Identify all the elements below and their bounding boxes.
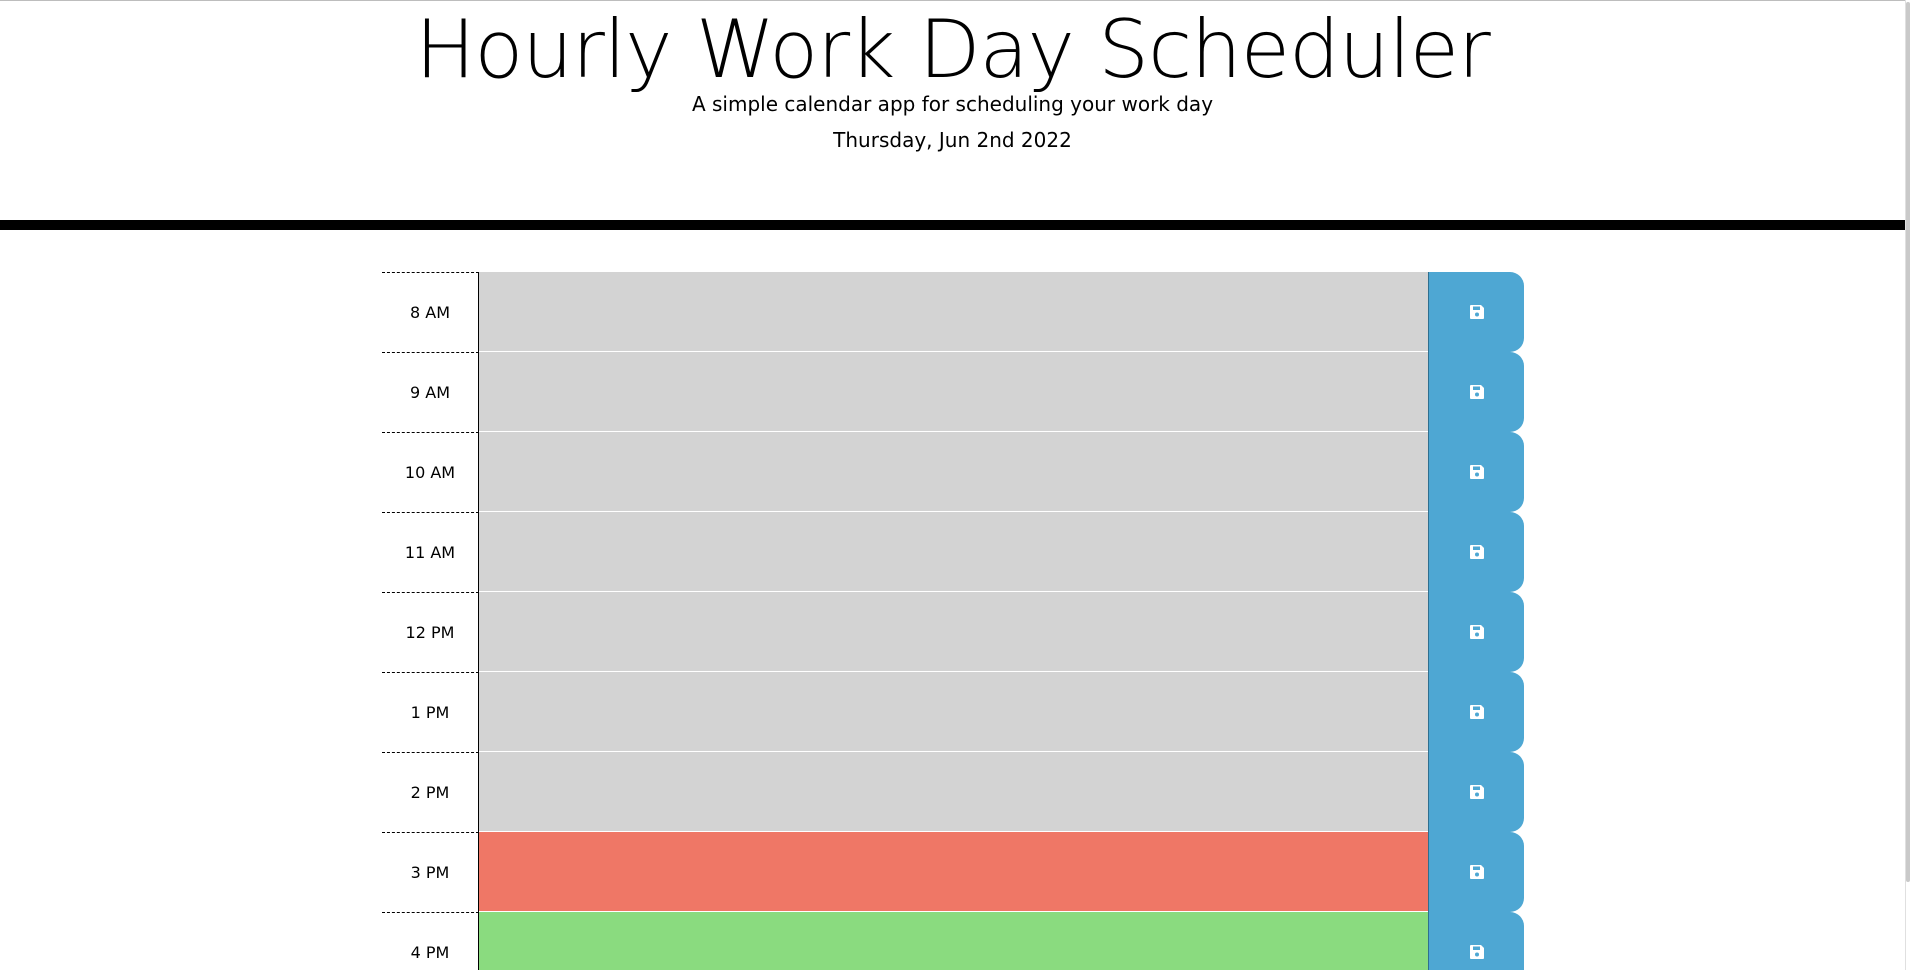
hour-label: 10 AM [382,432,479,512]
event-description-input[interactable] [479,912,1428,970]
hour-label: 12 PM [382,592,479,672]
floppy-disk-icon [1469,465,1484,479]
header: Hourly Work Day Scheduler A simple calen… [0,0,1905,230]
hour-label: 3 PM [382,832,479,912]
hour-label: 8 AM [382,272,479,352]
save-button[interactable] [1428,752,1524,832]
event-description-input[interactable] [479,352,1428,432]
hour-label: 1 PM [382,672,479,752]
save-button[interactable] [1428,352,1524,432]
scrollbar[interactable] [1905,0,1911,970]
page-title: Hourly Work Day Scheduler [415,3,1491,96]
time-block-row: 3 PM [382,832,1524,912]
save-button[interactable] [1428,832,1524,912]
save-button[interactable] [1428,432,1524,512]
top-border [0,0,1905,1]
time-block-row: 8 AM [382,272,1524,352]
floppy-disk-icon [1469,865,1484,879]
hour-label: 9 AM [382,352,479,432]
time-block-row: 12 PM [382,592,1524,672]
floppy-disk-icon [1469,705,1484,719]
current-day: Thursday, Jun 2nd 2022 [833,128,1072,152]
event-description-input[interactable] [479,512,1428,592]
time-block-row: 4 PM [382,912,1524,970]
event-description-input[interactable] [479,592,1428,672]
schedule-container: 8 AM 9 AM 10 AM 11 AM 12 PM 1 PM 2 PM 3 PM 4 PM [382,272,1524,970]
event-description-input[interactable] [479,672,1428,752]
floppy-disk-icon [1469,945,1484,959]
save-button[interactable] [1428,912,1524,970]
time-block-row: 1 PM [382,672,1524,752]
floppy-disk-icon [1469,385,1484,399]
event-description-input[interactable] [479,752,1428,832]
event-description-input[interactable] [479,832,1428,912]
hour-label: 11 AM [382,512,479,592]
floppy-disk-icon [1469,625,1484,639]
page-subtitle: A simple calendar app for scheduling you… [691,92,1214,116]
save-button[interactable] [1428,672,1524,752]
floppy-disk-icon [1469,785,1484,799]
hour-label: 2 PM [382,752,479,832]
scrollbar-thumb[interactable] [1906,2,1910,882]
event-description-input[interactable] [479,272,1428,352]
hour-label: 4 PM [382,912,479,970]
time-block-row: 2 PM [382,752,1524,832]
event-description-input[interactable] [479,432,1428,512]
time-block-row: 11 AM [382,512,1524,592]
floppy-disk-icon [1469,305,1484,319]
save-button[interactable] [1428,272,1524,352]
floppy-disk-icon [1469,545,1484,559]
save-button[interactable] [1428,512,1524,592]
save-button[interactable] [1428,592,1524,672]
time-block-row: 10 AM [382,432,1524,512]
time-block-row: 9 AM [382,352,1524,432]
